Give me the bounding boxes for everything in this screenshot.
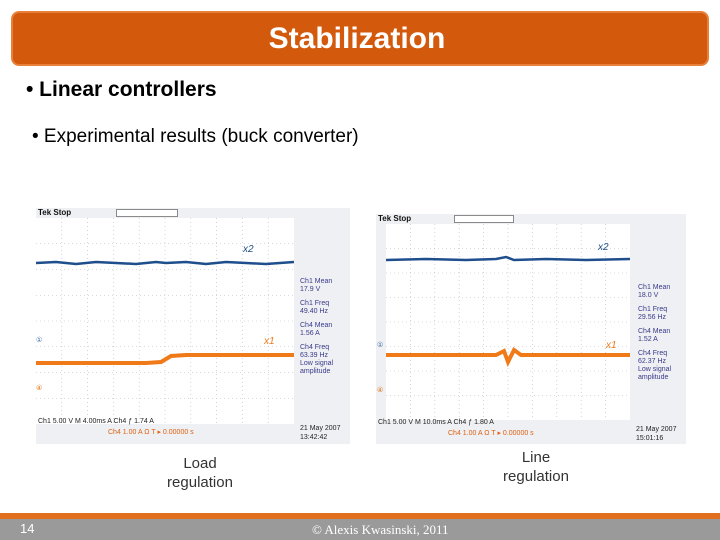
ch4-trace (386, 347, 630, 368)
scope-measurements: Ch1 Mean 18.0 V Ch1 Freq 29.56 Hz Ch4 Mean… (638, 284, 672, 381)
scope-settings-line1: Ch1 5.00 V M 4.00ms A Ch4 ƒ 1.74 A (38, 418, 154, 425)
ch1-ground-marker: ① (377, 342, 384, 349)
oscilloscope-load-regulation: Tek Stop x2 x1 ① ④ Ch1 Mean 17.9 V Ch1 Fr… (36, 208, 350, 444)
bullet-experimental-results: • Experimental results (buck converter) (32, 126, 359, 147)
scope-screen: x2 x1 (386, 224, 630, 420)
bullet-linear-controllers: • Linear controllers (26, 78, 217, 101)
ch4-ground-marker: ④ (377, 387, 384, 394)
caption-line-regulation: Line regulation (503, 449, 569, 485)
caption-load-regulation: Load regulation (167, 455, 233, 491)
ch4-ground-marker: ④ (36, 385, 43, 392)
scope-waveform-svg: x2 x1 (386, 224, 630, 420)
scope-time: 15:01:16 (636, 435, 664, 442)
x1-label: x1 (605, 340, 617, 351)
x1-label: x1 (263, 336, 275, 347)
slide-title: Stabilization (268, 21, 446, 55)
scope-brand: Tek Stop (38, 208, 72, 217)
scope-settings-line1: Ch1 5.00 V M 10.0ms A Ch4 ƒ 1.80 A (378, 419, 494, 426)
scope-waveform-svg: x2 x1 (36, 218, 294, 424)
scope-date: 21 May 2007 (636, 426, 677, 433)
ch1-ground-marker: ① (36, 337, 43, 344)
ch1-trace (36, 260, 294, 266)
scope-grid (36, 218, 294, 424)
x2-label: x2 (597, 242, 609, 253)
scope-trigger-bar (116, 209, 178, 217)
title-bar: Stabilization (11, 11, 709, 66)
copyright-text: © Alexis Kwasinski, 2011 (312, 522, 449, 537)
oscilloscope-line-regulation: Tek Stop x2 x1 ① ④ Ch1 Mean 18.0 V Ch1 Fr… (376, 214, 686, 444)
scope-screen: x2 x1 (36, 218, 294, 424)
footer-bar (0, 519, 720, 540)
scope-settings-line2: Ch4 1.00 A Ω T ▸ 0.00000 s (108, 429, 194, 436)
scope-settings-line2: Ch4 1.00 A Ω T ▸ 0.00000 s (448, 430, 534, 437)
page-number: 14 (20, 521, 35, 536)
ch4-trace (36, 353, 294, 365)
scope-measurements: Ch1 Mean 17.9 V Ch1 Freq 49.40 Hz Ch4 Mean… (300, 278, 334, 375)
x2-label: x2 (242, 244, 254, 255)
scope-trigger-bar (454, 215, 514, 223)
scope-time: 13:42:42 (300, 434, 328, 441)
footer-accent-line (0, 513, 720, 519)
scope-brand: Tek Stop (378, 214, 412, 223)
ch1-trace (386, 255, 630, 262)
scope-date: 21 May 2007 (300, 425, 341, 432)
scope-grid (386, 224, 630, 420)
